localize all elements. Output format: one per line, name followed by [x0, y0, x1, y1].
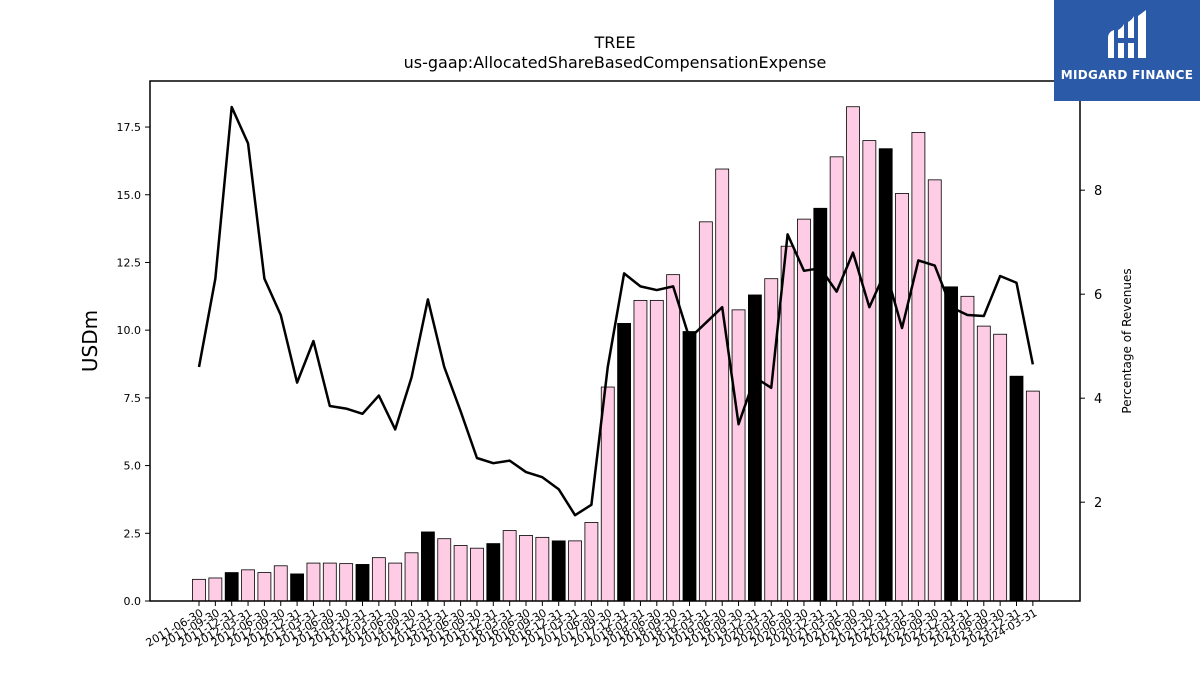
bar	[748, 294, 762, 602]
bar	[895, 192, 909, 602]
y-tick-label: 10.0	[117, 324, 142, 337]
y-axis-label: USDm	[78, 310, 102, 372]
bar	[829, 156, 844, 602]
y2-tick-label: 2	[1094, 496, 1102, 511]
y2-tick-label: 6	[1094, 288, 1102, 303]
y2-tick-label: 4	[1094, 392, 1102, 407]
y-axis: 0.0 2.5 5.0 7.5 10.0 12.5 15.0 17.5	[117, 121, 150, 608]
y-tick-label: 17.5	[117, 121, 142, 134]
bar	[371, 557, 386, 602]
bar	[339, 563, 354, 602]
bar	[617, 322, 631, 602]
bar	[715, 168, 730, 602]
bar	[1009, 375, 1024, 602]
bar	[437, 538, 452, 602]
y-tick-label: 7.5	[124, 392, 142, 405]
bar	[927, 179, 942, 602]
bar	[731, 309, 746, 602]
line-series	[197, 105, 1035, 517]
y2-axis-label: Percentage of Revenues	[1120, 268, 1134, 413]
bar	[976, 325, 991, 602]
bar	[306, 562, 321, 602]
bar	[993, 333, 1008, 602]
bar	[666, 274, 681, 602]
bar	[273, 565, 288, 602]
chart-title: TREE	[593, 33, 635, 52]
bar	[911, 132, 926, 602]
y-tick-label: 5.0	[124, 460, 142, 473]
y2-tick-label: 8	[1094, 184, 1102, 199]
bar	[519, 535, 533, 602]
bar	[600, 386, 615, 602]
bar	[388, 562, 403, 602]
y-tick-label: 0.0	[124, 595, 142, 608]
chart-subtitle: us-gaap:AllocatedShareBasedCompensationE…	[404, 53, 827, 72]
bar	[551, 540, 566, 602]
bar	[192, 578, 206, 602]
bar	[535, 536, 550, 602]
bar	[208, 577, 223, 602]
bar	[764, 278, 779, 602]
plot-frame	[149, 80, 1081, 602]
bar	[322, 562, 337, 602]
bar	[355, 564, 370, 602]
bar	[878, 148, 893, 602]
ratio-line	[197, 105, 1035, 517]
bar	[290, 573, 305, 602]
bar	[404, 552, 419, 602]
bar	[944, 286, 958, 602]
brand-name: MIDGARD FINANCE	[1060, 68, 1194, 82]
bar	[584, 522, 599, 602]
bar	[568, 540, 582, 602]
bar-series	[192, 106, 1040, 602]
bar	[470, 547, 484, 602]
y2-axis: 2 4 6 8	[1080, 184, 1102, 511]
y-tick-label: 12.5	[117, 256, 142, 269]
bar	[780, 245, 795, 602]
y-tick-label: 2.5	[124, 527, 142, 540]
bar	[698, 221, 713, 602]
bar	[862, 140, 877, 602]
bar	[453, 545, 468, 602]
bar	[797, 218, 811, 602]
bar	[502, 530, 517, 602]
bar	[649, 299, 664, 602]
bar	[224, 572, 239, 602]
bar	[682, 331, 697, 602]
y-tick-label: 15.0	[117, 189, 142, 202]
bar	[486, 543, 501, 602]
x-axis: 2011-06-302011-09-302011-12-312012-03-31…	[144, 601, 1039, 650]
bar	[257, 572, 272, 602]
bar	[633, 299, 648, 602]
brand-logo: MIDGARD FINANCE	[1054, 0, 1200, 101]
bar	[1025, 390, 1040, 602]
midgard-logo-icon	[1108, 10, 1146, 58]
bar	[960, 295, 975, 602]
bar	[241, 569, 255, 602]
bar	[846, 106, 860, 602]
bar	[420, 531, 435, 602]
